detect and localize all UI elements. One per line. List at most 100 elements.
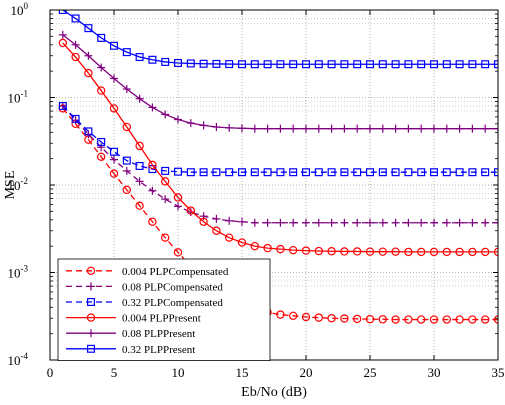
- series-3-point: [263, 243, 272, 253]
- series-3-point: [58, 38, 68, 48]
- series-3-point: [468, 247, 477, 257]
- series-1-point: [161, 195, 170, 204]
- series-1-point: [263, 218, 272, 227]
- series-0-point: [96, 152, 106, 162]
- series-5-point: [442, 60, 451, 69]
- series-0-point: [301, 312, 311, 322]
- legend-marker-4: [87, 329, 95, 338]
- series-2-point: [314, 168, 323, 177]
- series-4-point: [366, 124, 374, 133]
- legend-label-4: 0.08 PLPPresent: [122, 328, 195, 340]
- series-4-point: [161, 110, 170, 119]
- series-5-point: [391, 60, 400, 69]
- series-1-point: [276, 218, 285, 227]
- series-0-point: [378, 315, 387, 324]
- series-4-point: [481, 124, 490, 133]
- series-3-point: [135, 141, 144, 151]
- series-1-point: [135, 177, 144, 186]
- legend-label-3: 0.004 PLPPresent: [122, 313, 201, 325]
- series-1-point: [455, 218, 464, 227]
- legend-label-2: 0.32 PLPCompensated: [122, 297, 223, 309]
- series-5-point: [263, 60, 272, 69]
- series-5-point: [417, 60, 426, 69]
- series-0-point: [314, 313, 323, 322]
- series-5-point: [327, 60, 336, 69]
- series-0-point: [404, 315, 413, 324]
- legend-label-0: 0.004 PLPCompensated: [122, 266, 229, 278]
- series-1-point: [97, 143, 106, 152]
- series-3-point: [212, 226, 221, 235]
- series-4-point: [455, 124, 464, 133]
- series-5-point: [161, 57, 170, 66]
- series-1-point: [289, 218, 298, 227]
- series-5-point: [122, 48, 131, 57]
- series-2-point: [327, 168, 336, 177]
- series-3-point: [71, 52, 80, 62]
- series-1-point: [481, 218, 490, 227]
- series-3-point: [122, 122, 132, 132]
- series-1-point: [199, 212, 208, 221]
- y-tick-label: 10-4: [8, 351, 29, 368]
- series-1-point: [238, 217, 246, 226]
- legend-marker-2: [86, 298, 95, 307]
- series-2-point: [468, 168, 477, 177]
- x-tick-label: 5: [111, 365, 118, 380]
- series-4-point: [494, 124, 498, 133]
- series-5-point: [468, 60, 477, 69]
- series-5-point: [250, 60, 259, 69]
- series-2: [58, 101, 498, 177]
- series-3-point: [109, 104, 119, 113]
- series-1-point: [212, 214, 221, 223]
- series-5-point: [148, 55, 157, 64]
- series-5-point: [314, 60, 323, 69]
- series-4-point: [225, 123, 234, 132]
- series-5-point: [430, 60, 439, 69]
- series-4-point: [442, 124, 451, 133]
- series-1-point: [71, 116, 80, 125]
- series-0-point: [468, 315, 477, 324]
- series-2-point: [404, 168, 413, 177]
- series-2-point: [391, 168, 400, 177]
- series-1-point: [174, 202, 182, 211]
- series-4-point: [122, 85, 131, 94]
- series-3-point: [199, 217, 208, 226]
- series-2-point: [378, 168, 387, 177]
- series-2-point: [481, 168, 490, 177]
- series-2-point: [84, 127, 93, 136]
- series-2-point: [353, 168, 362, 177]
- series-4: [58, 30, 498, 133]
- series-4-point: [212, 123, 221, 132]
- series-1-point: [225, 216, 234, 225]
- series-4-point: [378, 124, 387, 133]
- series-1-point: [378, 218, 387, 227]
- series-2-point: [71, 114, 80, 123]
- series-5-point: [353, 60, 362, 69]
- series-1-point: [417, 218, 426, 227]
- series-3-point: [148, 160, 157, 170]
- series-3: [58, 38, 498, 257]
- y-tick-exponent: -2: [21, 176, 29, 186]
- series-5-point: [71, 14, 80, 23]
- series-5: [58, 10, 498, 69]
- series-2-point: [494, 168, 498, 177]
- y-tick-exponent: -4: [21, 351, 29, 361]
- series-2-point: [430, 168, 439, 177]
- x-tick-label: 35: [492, 365, 505, 380]
- series-0-point: [417, 315, 426, 324]
- series-3-point: [365, 247, 375, 256]
- x-tick-label: 15: [236, 365, 249, 380]
- series-5-point: [225, 60, 234, 69]
- series-2-point: [212, 168, 221, 177]
- series-4-point: [276, 124, 285, 133]
- series-5-point: [481, 60, 490, 69]
- series-3-point: [429, 247, 439, 257]
- series-5-point: [174, 58, 183, 67]
- series-line-1: [62, 105, 498, 224]
- series-5-point: [84, 24, 93, 33]
- series-0-point: [340, 314, 349, 323]
- series-5-point: [58, 10, 67, 15]
- series-3-point: [301, 246, 311, 255]
- series-3-point: [378, 247, 387, 256]
- series-2-point: [186, 168, 195, 177]
